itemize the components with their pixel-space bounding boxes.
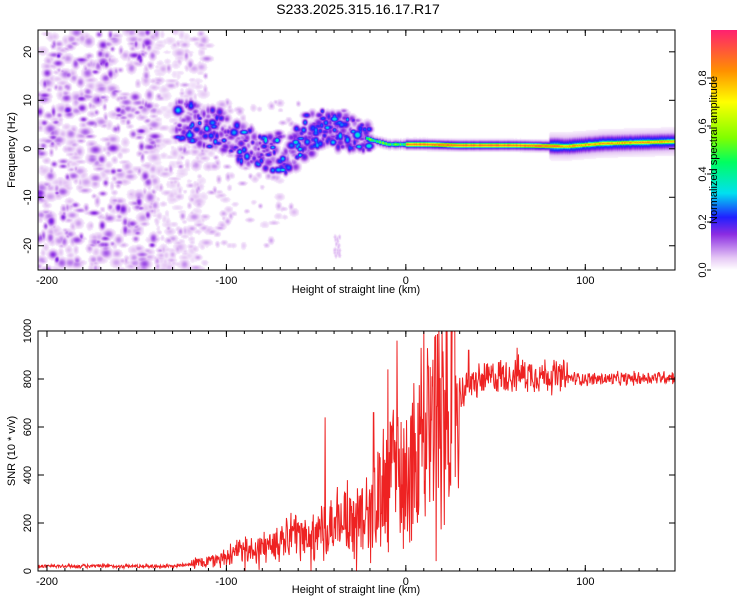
- spectrogram-frame: [37, 29, 676, 271]
- spectrogram-x-tick-label: -200: [36, 275, 58, 287]
- spectrogram-y-tick-label: -10: [22, 189, 34, 205]
- snr-x-label: Height of straight line (km): [292, 584, 420, 596]
- colorbar-tick-label: 0.6: [697, 118, 709, 133]
- spectrogram-image: [38, 30, 675, 270]
- colorbar-ticks: 0.0 0.2 0.4 0.6 0.8: [697, 70, 711, 278]
- colorbar-tick-label: 0.4: [697, 166, 709, 181]
- spectrogram-x-tick-label: -100: [215, 275, 237, 287]
- snr-frame: [37, 330, 676, 572]
- snr-x-tick-label: 0: [403, 576, 409, 588]
- spectrogram-x-label: Height of straight line (km): [292, 284, 420, 296]
- colorbar-tick-label: 0.8: [697, 70, 709, 85]
- snr-y-tick-label: 600: [22, 418, 34, 436]
- colorbar-tick-label: 0.0: [697, 262, 709, 277]
- colorbar-gradient: [711, 30, 737, 270]
- colorbar: 0.0 0.2 0.4 0.6 0.8 Normalized spectral ampl…: [697, 30, 737, 278]
- colorbar-label: Normalized spectral amplitude: [708, 76, 720, 224]
- spectrogram-y-tick-label: 0: [22, 146, 34, 152]
- spectrogram-y-tick-label: -20: [22, 238, 34, 254]
- snr-y-label: SNR (10 * v/v): [6, 416, 18, 486]
- snr-y-tick-label: 400: [22, 466, 34, 484]
- spectrogram-x-tick-label: 100: [576, 275, 594, 287]
- snr-y-tick-label: 800: [22, 370, 34, 388]
- snr-y-tick-label: 1000: [22, 319, 34, 343]
- snr-y-tick-label: 200: [22, 514, 34, 532]
- snr-x-tick-label: 100: [576, 576, 594, 588]
- spectrogram-x-tick-label: 0: [403, 275, 409, 287]
- spectrogram-y-tick-label: 10: [22, 94, 34, 106]
- snr-y-tick-label: 0: [22, 568, 34, 574]
- chart-title: S233.2025.315.16.17.R17: [276, 1, 440, 17]
- snr-x-tick-label: -100: [215, 576, 237, 588]
- spectrogram-y-tick-label: 20: [22, 46, 34, 58]
- spectrogram-y-label: Frequency (Hz): [6, 112, 18, 188]
- colorbar-tick-label: 0.2: [697, 214, 709, 229]
- snr-x-tick-label: -200: [36, 576, 58, 588]
